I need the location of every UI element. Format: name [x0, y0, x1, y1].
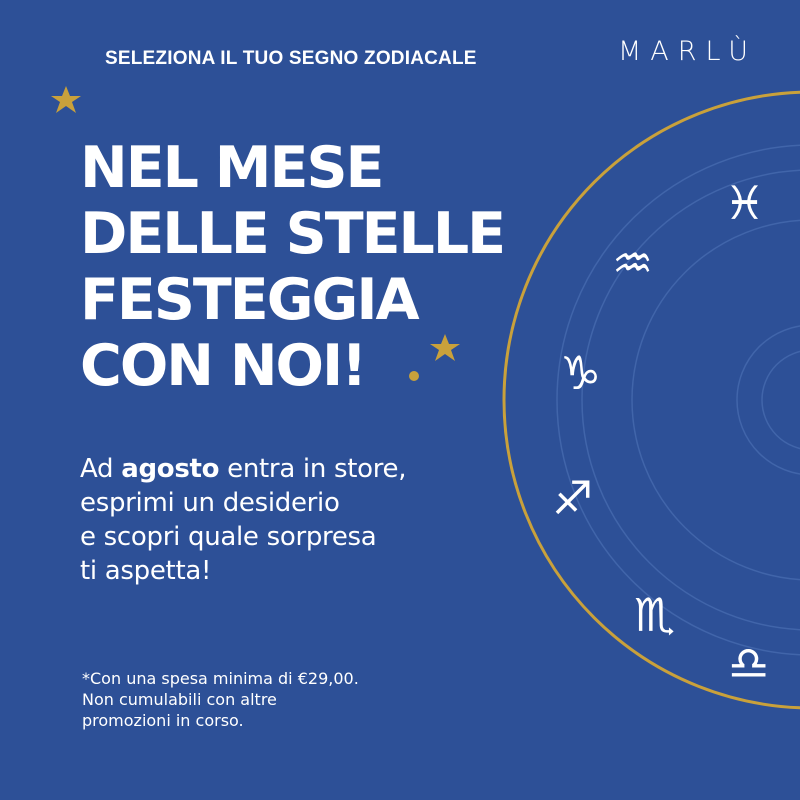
- headline-line: NEL MESE: [80, 135, 384, 201]
- headline-line: FESTEGGIA: [80, 267, 420, 333]
- headline-line: DELLE STELLE: [80, 201, 506, 267]
- marlu-logo: MARLÙ: [618, 36, 757, 67]
- body-text-pre: Ad: [80, 454, 122, 484]
- star-icon: [51, 86, 81, 113]
- sagittarius-icon[interactable]: ♐︎: [552, 471, 594, 525]
- star-icon: [430, 334, 460, 361]
- fine-print: *Con una spesa minima di €29,00. Non cum…: [82, 668, 359, 731]
- pisces-icon[interactable]: ♓︎: [724, 176, 766, 230]
- scorpio-icon[interactable]: ♏︎: [634, 588, 676, 642]
- ring: [581, 169, 800, 631]
- select-zodiac-heading[interactable]: SELEZIONA IL TUO SEGNO ZODIACALE: [105, 48, 477, 69]
- body-text-bold: agosto: [121, 454, 220, 484]
- body-text-post: entra in store,: [219, 454, 407, 484]
- ring: [556, 144, 800, 656]
- ring: [631, 219, 800, 581]
- fine-print-line: Non cumulabili con altre: [82, 690, 277, 709]
- headline: NEL MESE DELLE STELLE FESTEGGIA CON NOI!: [80, 135, 506, 399]
- capricorn-icon[interactable]: ♑︎: [560, 346, 602, 400]
- ring: [736, 325, 800, 475]
- fine-print-line: *Con una spesa minima di €29,00.: [82, 669, 359, 688]
- fine-print-line: promozioni in corso.: [82, 711, 244, 730]
- body-line: esprimi un desiderio: [80, 488, 340, 518]
- body-text: Ad agosto entra in store, esprimi un des…: [80, 452, 407, 588]
- dot-icon: [409, 371, 419, 381]
- headline-line: CON NOI!: [80, 333, 367, 399]
- libra-icon[interactable]: ♎︎: [728, 636, 770, 690]
- aquarius-icon[interactable]: ♒︎: [612, 236, 654, 290]
- ring: [761, 350, 800, 450]
- gold-ring: [502, 90, 800, 710]
- body-line: e scopri quale sorpresa: [80, 522, 377, 552]
- body-line: ti aspetta!: [80, 556, 212, 586]
